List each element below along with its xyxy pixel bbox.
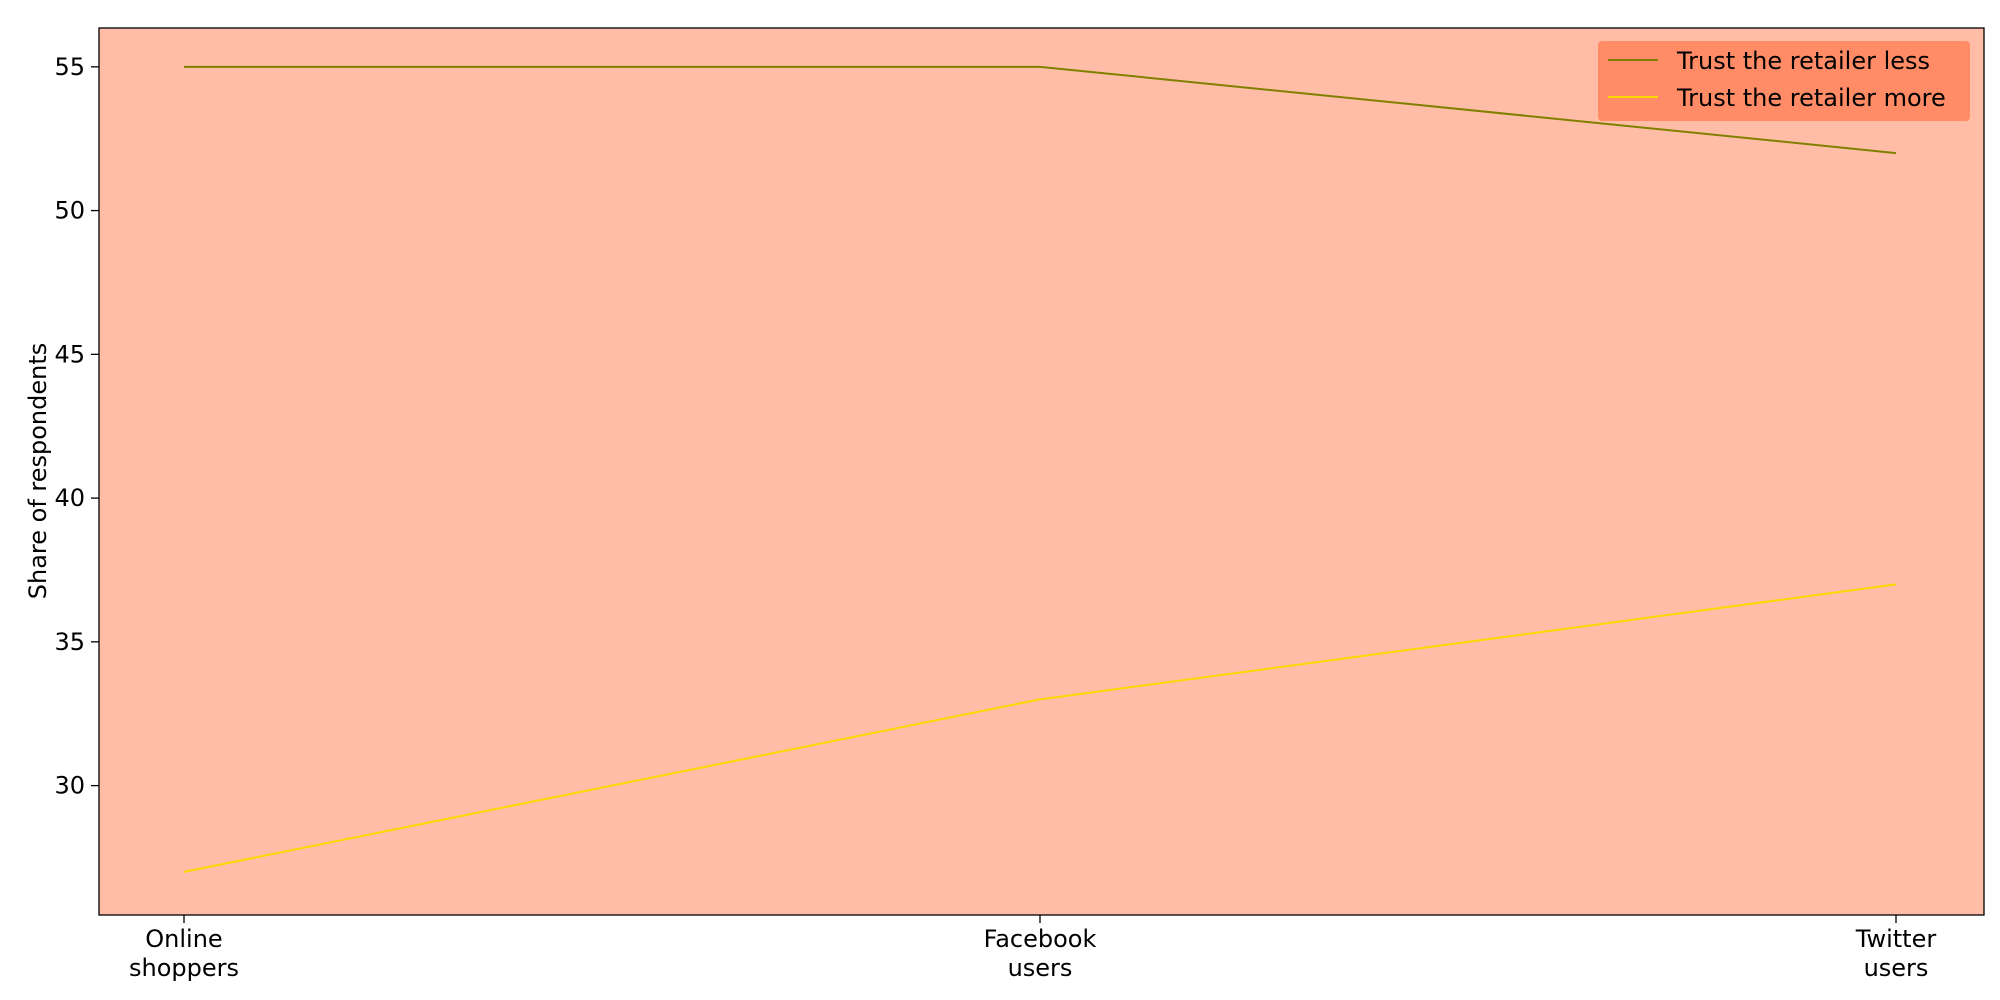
x-tick-label-3: Twitter users [1855,925,1937,982]
x-tick-label-2: Facebook users [984,925,1097,982]
series-layer [183,65,1897,873]
series-line-1 [184,65,1897,155]
y-tick-label-2: 35 [54,628,85,656]
legend-box [1598,41,1970,121]
y-axis-title: Share of respondents [24,343,52,600]
y-tick-label-5: 50 [54,197,85,225]
y-tick-label-1: 30 [54,772,85,800]
y-tick-label-4: 45 [54,340,85,368]
plot-frame [98,27,1985,916]
y-axis: 30 35 40 45 50 55 [54,53,99,800]
legend: Trust the retailer less Trust the retail… [1598,41,1970,121]
x-axis: Online shoppers Facebook users Twitter users [129,915,1936,982]
legend-label-series-1: Trust the retailer less [1676,47,1930,75]
y-tick-label-6: 55 [54,53,85,81]
x-tick-label-1: Online shoppers [129,925,239,982]
y-tick-label-3: 40 [54,484,85,512]
legend-label-series-2: Trust the retailer more [1676,84,1946,112]
plot-area [99,28,1984,915]
series-line-2 [183,583,1897,873]
